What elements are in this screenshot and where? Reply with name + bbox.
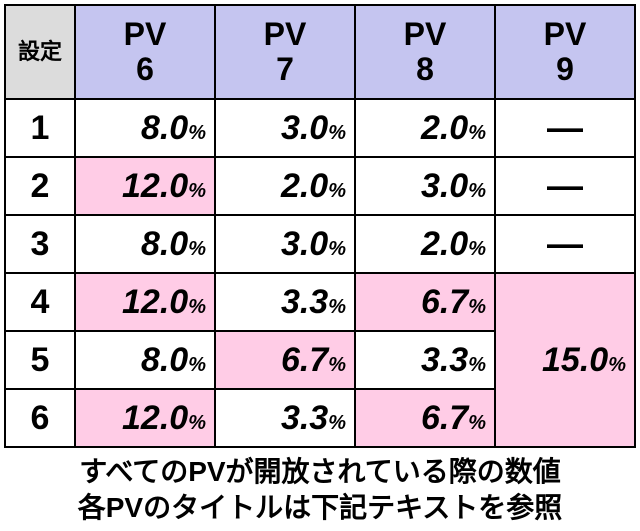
row-label: 3 [5,215,75,273]
cell-pct: % [328,180,346,202]
cell-pct: % [468,296,486,318]
row-label: 6 [5,389,75,447]
cell-pct: % [328,412,346,434]
cell-pct: % [328,354,346,376]
cell-pv7: 6.7% [215,331,355,389]
cell-value: 8.0 [141,225,188,263]
table-row: 412.0%3.3%6.7%15.0% [5,273,635,331]
cell-pct: % [468,412,486,434]
table-row: 38.0%3.0%2.0%― [5,215,635,273]
cell-value: 12.0 [122,283,188,321]
cell-pv7: 3.3% [215,389,355,447]
header-pv6: PV 6 [75,5,215,99]
footer-line1: すべてのPVが開放されている際の数値 [4,454,636,490]
cell-value: 3.3 [281,399,328,437]
cell-value: 2.0 [421,109,468,147]
cell-pct: % [468,354,486,376]
header-pv8-line1: PV [404,16,447,52]
cell-pct: % [188,180,206,202]
cell-pct: % [188,412,206,434]
cell-pct: % [468,180,486,202]
cell-value: 6.7 [421,399,468,437]
row-label: 1 [5,99,75,157]
cell-pct: % [608,354,626,376]
cell-pv9-dash: ― [495,99,635,157]
table-body: 18.0%3.0%2.0%―212.0%2.0%3.0%―38.0%3.0%2.… [5,99,635,447]
cell-value: 6.7 [281,341,328,379]
cell-pv6: 12.0% [75,389,215,447]
footer-text: すべてのPVが開放されている際の数値 各PVのタイトルは下記テキストを参照 [4,454,636,527]
cell-pct: % [468,122,486,144]
header-pv9-line1: PV [544,16,587,52]
cell-pv6: 12.0% [75,273,215,331]
cell-value: 6.7 [421,283,468,321]
cell-value: 2.0 [281,167,328,205]
table-row: 212.0%2.0%3.0%― [5,157,635,215]
cell-pv9-dash: ― [495,157,635,215]
header-pv9: PV 9 [495,5,635,99]
cell-pv8: 6.7% [355,273,495,331]
cell-pv6: 12.0% [75,157,215,215]
cell-value: 3.3 [281,283,328,321]
cell-value: 15.0 [542,341,608,379]
table-row: 18.0%3.0%2.0%― [5,99,635,157]
cell-pct: % [328,238,346,260]
header-pv8-line2: 8 [416,51,434,87]
cell-value: 3.0 [281,225,328,263]
cell-pct: % [188,122,206,144]
header-setting: 設定 [5,5,75,99]
cell-value: 2.0 [421,225,468,263]
header-pv9-line2: 9 [556,51,574,87]
header-pv7-line2: 7 [276,51,294,87]
pv-probability-table: 設定 PV 6 PV 7 PV 8 PV 9 18.0%3.0%2.0%―212… [4,4,636,448]
row-label: 5 [5,331,75,389]
cell-pct: % [328,122,346,144]
cell-value: 3.3 [421,341,468,379]
cell-pv8: 3.0% [355,157,495,215]
cell-value: 12.0 [122,167,188,205]
row-label: 4 [5,273,75,331]
cell-value: 3.0 [281,109,328,147]
header-pv7: PV 7 [215,5,355,99]
cell-pv7: 3.3% [215,273,355,331]
header-pv6-line2: 6 [136,51,154,87]
cell-pct: % [328,296,346,318]
cell-pct: % [188,238,206,260]
cell-pv7: 3.0% [215,99,355,157]
cell-pv6: 8.0% [75,331,215,389]
cell-value: 8.0 [141,341,188,379]
cell-pv6: 8.0% [75,99,215,157]
header-pv7-line1: PV [264,16,307,52]
cell-value: 8.0 [141,109,188,147]
cell-pv6: 8.0% [75,215,215,273]
header-pv6-line1: PV [124,16,167,52]
header-pv8: PV 8 [355,5,495,99]
cell-value: 12.0 [122,399,188,437]
cell-pv7: 3.0% [215,215,355,273]
cell-pct: % [468,238,486,260]
footer-line2: 各PVのタイトルは下記テキストを参照 [4,490,636,526]
cell-pv8: 6.7% [355,389,495,447]
row-label: 2 [5,157,75,215]
cell-pv7: 2.0% [215,157,355,215]
cell-pct: % [188,296,206,318]
cell-pv8: 3.3% [355,331,495,389]
cell-pv8: 2.0% [355,215,495,273]
cell-value: 3.0 [421,167,468,205]
cell-pv9-merged: 15.0% [495,273,635,447]
cell-pct: % [188,354,206,376]
cell-pv9-dash: ― [495,215,635,273]
cell-pv8: 2.0% [355,99,495,157]
header-row: 設定 PV 6 PV 7 PV 8 PV 9 [5,5,635,99]
